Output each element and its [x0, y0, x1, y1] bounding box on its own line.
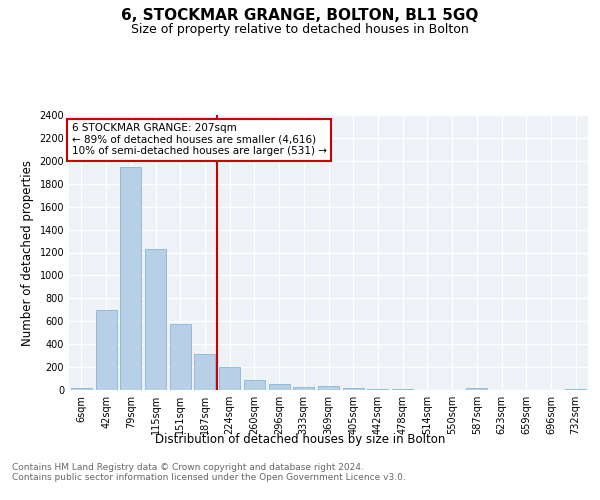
- Y-axis label: Number of detached properties: Number of detached properties: [21, 160, 34, 346]
- Bar: [466, 388, 487, 390]
- Bar: [120, 166, 141, 390]
- Text: Size of property relative to detached houses in Bolton: Size of property relative to detached ho…: [131, 22, 469, 36]
- Bar: [244, 380, 265, 390]
- Bar: [71, 388, 92, 390]
- Text: Contains HM Land Registry data © Crown copyright and database right 2024.
Contai: Contains HM Land Registry data © Crown c…: [12, 462, 406, 482]
- Bar: [318, 386, 339, 390]
- Bar: [170, 324, 191, 390]
- Bar: [269, 384, 290, 390]
- Bar: [293, 386, 314, 390]
- Bar: [343, 388, 364, 390]
- Bar: [95, 310, 116, 390]
- Text: Distribution of detached houses by size in Bolton: Distribution of detached houses by size …: [155, 432, 445, 446]
- Bar: [219, 367, 240, 390]
- Text: 6, STOCKMAR GRANGE, BOLTON, BL1 5GQ: 6, STOCKMAR GRANGE, BOLTON, BL1 5GQ: [121, 8, 479, 22]
- Bar: [145, 249, 166, 390]
- Bar: [392, 389, 413, 390]
- Text: 6 STOCKMAR GRANGE: 207sqm
← 89% of detached houses are smaller (4,616)
10% of se: 6 STOCKMAR GRANGE: 207sqm ← 89% of detac…: [71, 123, 326, 156]
- Bar: [194, 354, 215, 390]
